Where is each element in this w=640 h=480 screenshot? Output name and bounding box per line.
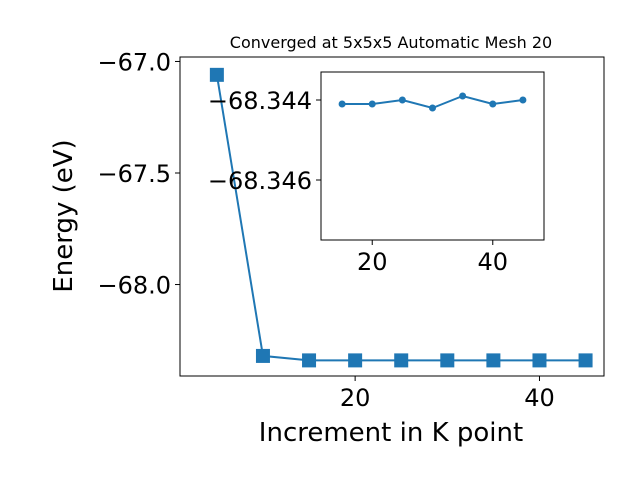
y-axis-label: Energy (eV) xyxy=(49,139,79,292)
inset-point xyxy=(368,100,376,108)
main-point xyxy=(302,353,317,368)
inset-point xyxy=(398,96,406,104)
inset-axes: 20 40 −68.346 −68.344 xyxy=(208,71,545,276)
main-point xyxy=(348,353,363,368)
inset-point xyxy=(489,100,497,108)
main-x-tick-label: 20 xyxy=(340,384,371,412)
main-y-tick-label: −67.5 xyxy=(97,160,171,188)
inset-point xyxy=(429,104,436,112)
main-point xyxy=(486,353,501,368)
inset-x-tick-label: 20 xyxy=(357,248,388,276)
main-y-tick-label: −68.0 xyxy=(97,272,171,300)
x-axis-label: Increment in K point xyxy=(259,418,523,448)
inset-x-tick-label: 40 xyxy=(477,248,508,276)
main-point xyxy=(578,353,593,368)
main-point xyxy=(255,348,270,363)
main-point xyxy=(209,67,224,82)
inset-y-tick-label: −68.344 xyxy=(208,87,312,115)
inset-y-tick-label: −68.346 xyxy=(208,167,312,195)
inset-point xyxy=(338,100,346,108)
inset-frame xyxy=(320,71,545,241)
main-x-tick-label: 40 xyxy=(524,384,555,412)
main-point xyxy=(394,353,409,368)
main-point xyxy=(532,353,547,368)
inset-point xyxy=(519,96,527,104)
main-point xyxy=(440,353,455,368)
inset-point xyxy=(459,92,467,100)
inset-series xyxy=(338,92,527,112)
main-series xyxy=(209,67,593,368)
chart-title: Converged at 5x5x5 Automatic Mesh 20 xyxy=(230,33,552,52)
main-y-tick-label: −67.0 xyxy=(97,48,171,76)
